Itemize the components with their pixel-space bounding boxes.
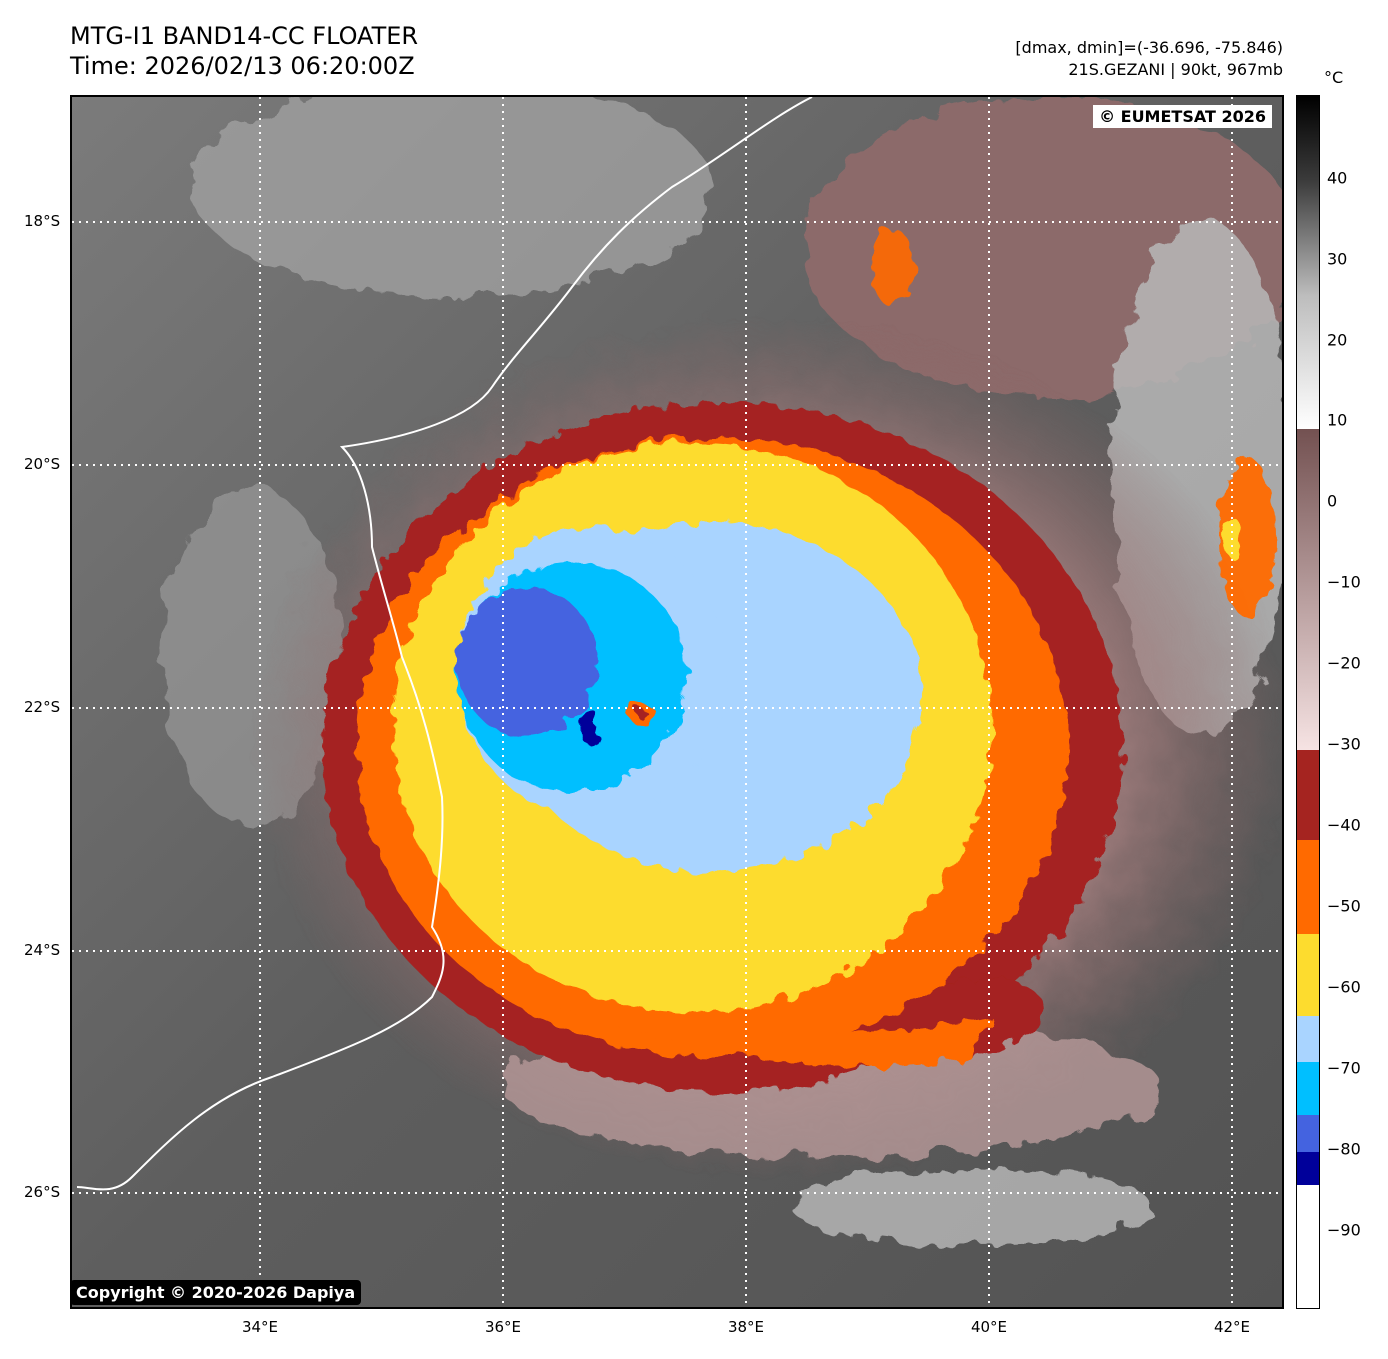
graticule	[72, 97, 1282, 1307]
colorbar-scale	[1297, 96, 1319, 1308]
copyright-badge: Copyright © 2020-2026 Dapiya	[70, 1280, 362, 1305]
colorbar-tick-30: 30	[1327, 249, 1348, 269]
lat-label-18s: 18°S	[24, 212, 61, 230]
colorbar-navy-segment	[1297, 1152, 1319, 1185]
colorbar-unit: °C	[1324, 68, 1344, 87]
lat-label-26s: 26°S	[24, 1183, 61, 1201]
colorbar-tick-minus40: −40	[1327, 815, 1361, 835]
colorbar-tick-minus20: −20	[1327, 653, 1361, 673]
lon-label-34e: 34°E	[241, 1318, 279, 1336]
colorbar-cyan-segment	[1297, 1062, 1319, 1115]
colorbar	[1296, 95, 1320, 1309]
colorbar-tick-40: 40	[1327, 168, 1348, 188]
colorbar-tick-minus60: −60	[1327, 977, 1361, 997]
lon-label-42e: 42°E	[1213, 1318, 1251, 1336]
colorbar-brown-segment	[1297, 429, 1319, 750]
colorbar-tick-minus10: −10	[1327, 572, 1361, 592]
colorbar-tick-0: 0	[1327, 491, 1338, 511]
lat-label-22s: 22°S	[24, 698, 61, 716]
colorbar-tick-minus80: −80	[1327, 1139, 1361, 1159]
cirrus-clouds	[162, 97, 1282, 1247]
colorbar-tick-20: 20	[1327, 330, 1348, 350]
band-minus-84	[580, 709, 600, 745]
enhanced-convection	[322, 227, 1275, 1092]
coastline	[76, 97, 813, 1191]
colorbar-tick-minus90: −90	[1327, 1220, 1361, 1240]
colorbar-tick-minus30: −30	[1327, 734, 1361, 754]
colorbar-red-segment	[1297, 750, 1319, 840]
eumetsat-credit: © EUMETSAT 2026	[1093, 105, 1272, 128]
lat-label-24s: 24°S	[24, 941, 61, 959]
dmax-dmin-label: [dmax, dmin]=(-36.696, -75.846)	[1015, 38, 1283, 57]
colorbar-blue-segment	[1297, 1115, 1319, 1152]
storm-info-label: 21S.GEZANI | 90kt, 967mb	[1068, 60, 1283, 79]
band-minus-80	[457, 587, 597, 737]
colorbar-lightblue-segment	[1297, 1016, 1319, 1062]
colorbar-tick-minus70: −70	[1327, 1058, 1361, 1078]
satellite-map: © EUMETSAT 2026	[70, 95, 1284, 1309]
lat-label-20s: 20°S	[24, 455, 61, 473]
time-label: Time: 2026/02/13 06:20:00Z	[70, 52, 415, 80]
lon-label-40e: 40°E	[970, 1318, 1008, 1336]
colorbar-tick-minus50: −50	[1327, 896, 1361, 916]
satellite-imagery	[72, 97, 1282, 1307]
colorbar-orange-segment	[1297, 840, 1319, 934]
colorbar-tick-10: 10	[1327, 410, 1348, 430]
colorbar-white-segment	[1297, 1185, 1319, 1308]
lon-label-38e: 38°E	[727, 1318, 765, 1336]
colorbar-gray-segment	[1297, 96, 1319, 429]
chart-title: MTG-I1 BAND14-CC FLOATER	[70, 22, 419, 50]
lon-label-36e: 36°E	[484, 1318, 522, 1336]
colorbar-yellow-segment	[1297, 934, 1319, 1016]
